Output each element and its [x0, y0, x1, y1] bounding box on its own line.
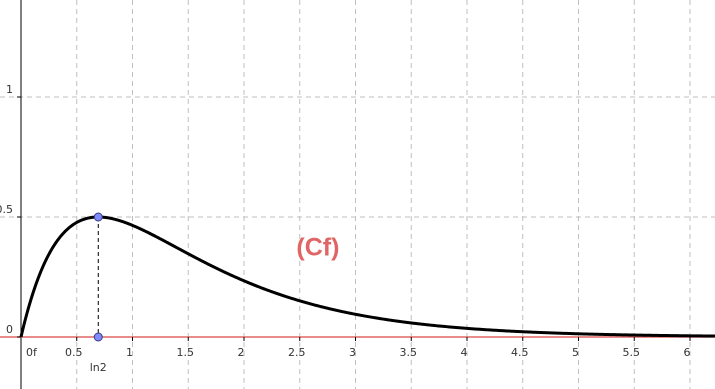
- x-tick-label: 1: [126, 346, 133, 359]
- x-tick-label: 1.5: [177, 346, 195, 359]
- x-tick-label: 4.5: [511, 346, 529, 359]
- origin-label: 0f: [26, 346, 38, 359]
- x-tick-label: 2.5: [288, 346, 306, 359]
- x-tick-label: 5: [572, 346, 579, 359]
- x-tick-label: 0.5: [65, 346, 83, 359]
- x-tick-label: 4: [461, 346, 468, 359]
- curve-label-cf: (Cf): [296, 233, 339, 261]
- x-tick-label: 3: [349, 346, 356, 359]
- x-tick-label: 3.5: [400, 346, 418, 359]
- y-tick-label: 0.5: [0, 203, 13, 216]
- y-tick-label: 1: [6, 83, 13, 96]
- x-tick-label: 5.5: [623, 346, 641, 359]
- y-tick-labels: 00.51: [0, 83, 21, 338]
- y-tick-label: 0: [6, 323, 13, 336]
- point-maximum[interactable]: [93, 212, 103, 222]
- x-tick-label: 6: [684, 346, 691, 359]
- x-tick-labels: 0.5 1 1.5 2 2.5 3 3.5 4 4.5 5 5.5 6: [65, 337, 691, 359]
- curve-cf: [19, 215, 715, 339]
- x-tick-label: 2: [238, 346, 245, 359]
- ln2-label: ln2: [90, 361, 107, 374]
- point-ln2-on-axis[interactable]: [93, 332, 103, 342]
